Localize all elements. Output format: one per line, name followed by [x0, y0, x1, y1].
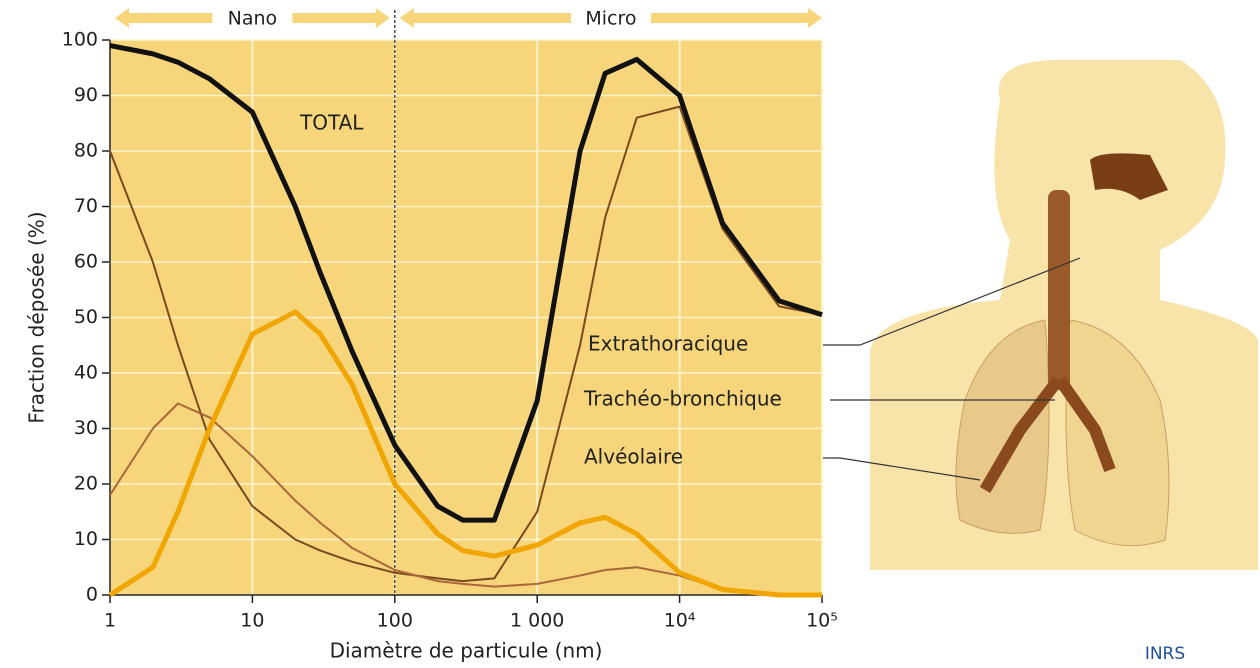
- x-axis-label: Diamètre de particule (nm): [330, 639, 603, 663]
- y-tick-label: 50: [74, 306, 98, 328]
- region-label: Micro: [585, 8, 636, 30]
- y-tick-label: 30: [74, 417, 98, 439]
- y-tick-label: 60: [74, 251, 98, 273]
- source: INRS: [1145, 644, 1185, 664]
- y-tick-label: 90: [74, 84, 98, 106]
- y-tick-label: 70: [74, 195, 98, 217]
- y-tick-label: 40: [74, 362, 98, 384]
- y-axis-label: Fraction déposée (%): [25, 211, 49, 423]
- y-tick-label: 10: [74, 528, 98, 550]
- series-label: Alvéolaire: [584, 445, 683, 469]
- x-tick-label: 10⁴: [664, 610, 696, 632]
- region-label: Nano: [228, 8, 278, 30]
- x-tick-label: 1: [104, 610, 116, 632]
- series-line: [109, 43, 823, 523]
- series-label: TOTAL: [299, 111, 364, 135]
- series-line: [109, 402, 822, 596]
- series-label: Extrathoracique: [588, 332, 748, 356]
- y-tick-label: 100: [62, 29, 98, 51]
- y-tick-label: 20: [74, 473, 98, 495]
- x-tick-label: 1 000: [510, 610, 564, 632]
- region-label-bg: [212, 5, 293, 31]
- series-label: Trachéo-bronchique: [583, 387, 782, 411]
- series-line: [108, 309, 822, 598]
- x-tick-label: 100: [377, 610, 413, 632]
- x-tick-label: 10⁵: [806, 610, 838, 632]
- series-line: [109, 105, 823, 583]
- y-tick-label: 0: [86, 584, 98, 606]
- x-tick-label: 10: [240, 610, 264, 632]
- region-label-bg: [570, 5, 651, 31]
- y-tick-label: 80: [74, 140, 98, 162]
- body-illustration: [870, 60, 1258, 570]
